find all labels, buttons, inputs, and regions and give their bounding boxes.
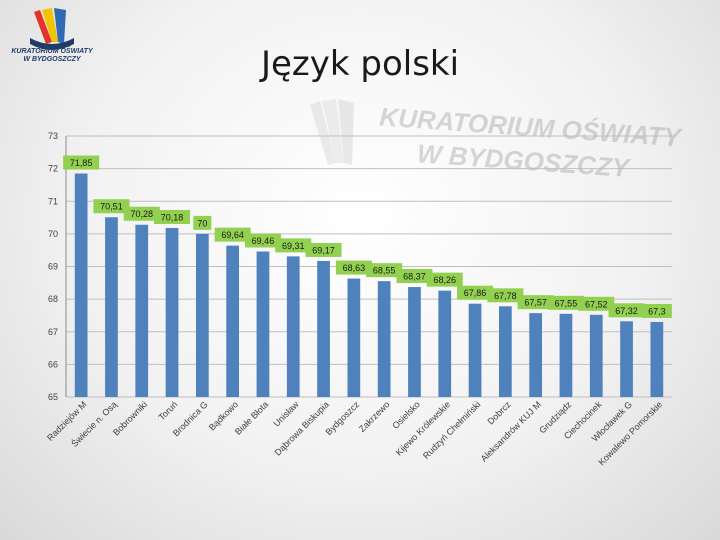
bar: [286, 256, 300, 397]
data-label-box: [578, 296, 615, 311]
bar: [408, 287, 421, 397]
data-label: 67,57: [524, 298, 547, 308]
bar: [195, 233, 209, 397]
data-label-box: [93, 199, 130, 214]
bar: [105, 217, 118, 397]
x-tick-label: Rudzyń Chełmiński: [421, 399, 483, 461]
y-tick-label: 65: [48, 392, 58, 402]
bar: [256, 251, 270, 397]
bar: [468, 303, 482, 397]
data-label-box: [63, 155, 100, 170]
y-tick-label: 73: [48, 131, 58, 141]
kuratorium-logo: [30, 8, 74, 50]
logo-text: KURATORIUM OŚWIATY W BYDGOSZCZY: [4, 48, 100, 64]
y-tick-label: 67: [48, 327, 58, 337]
y-axis-ticks: 65 66 67 68 69 70 71 72 73: [48, 131, 58, 402]
data-label-box: [123, 206, 160, 221]
logo-text-line1: KURATORIUM OŚWIATY: [11, 48, 93, 55]
bar: [438, 290, 452, 397]
bar: [74, 173, 88, 397]
data-label-box: [335, 260, 372, 275]
y-tick-label: 69: [48, 262, 58, 272]
data-label-box: [366, 263, 403, 278]
bar: [135, 224, 149, 397]
data-label-box: [547, 295, 584, 310]
data-label: 67,32: [615, 306, 638, 316]
data-label: 70,28: [130, 209, 153, 219]
page-title: Język polski: [260, 44, 460, 84]
bar: [226, 245, 240, 397]
bar: [620, 321, 633, 397]
data-label-box: [193, 215, 212, 230]
data-label-box: [426, 272, 463, 287]
bar: [347, 278, 361, 397]
data-label-box: [487, 288, 524, 303]
data-label: 67,78: [494, 291, 517, 301]
x-tick-label: Kijewo Królewskie: [394, 399, 452, 457]
data-label: 69,64: [221, 230, 244, 240]
y-tick-label: 68: [48, 294, 58, 304]
x-tick-label: Dobrcz: [486, 399, 514, 427]
data-label-box: [305, 242, 342, 257]
data-label-box: [641, 303, 672, 318]
data-label: 70: [197, 218, 207, 228]
data-label: 67,55: [555, 298, 578, 308]
data-label: 69,31: [282, 241, 305, 251]
x-tick-label: Toruń: [156, 399, 179, 422]
x-tick-label: Dąbrowa Biskupia: [273, 399, 331, 457]
data-label-box: [396, 269, 433, 284]
x-tick-label: Unisław: [271, 399, 301, 429]
data-label: 68,26: [433, 275, 456, 285]
data-label: 69,17: [312, 245, 335, 255]
data-labels: 71,85 70,51 70,28 70,18 70 69,64 69,46 69,31 69,…: [63, 155, 672, 318]
data-label: 69,46: [252, 236, 275, 246]
data-label: 68,55: [373, 266, 396, 276]
bar: [165, 228, 179, 397]
bar: [529, 313, 543, 397]
data-label-box: [608, 303, 645, 318]
y-tick-label: 72: [48, 164, 58, 174]
data-label: 67,3: [648, 306, 666, 316]
x-tick-label: Aleksandrów KUJ M: [479, 399, 543, 463]
y-tick-label: 66: [48, 359, 58, 369]
data-label-box: [517, 295, 554, 310]
watermark-logo: [310, 99, 354, 165]
data-label-box: [275, 238, 312, 253]
bar: [559, 313, 573, 397]
y-tick-label: 71: [48, 196, 58, 206]
logo-text-line2: W BYDGOSZCZY: [23, 56, 81, 63]
bar: [498, 306, 512, 397]
x-tick-label: Zakrzewo: [357, 399, 392, 434]
data-label: 70,18: [161, 213, 184, 223]
data-label-box: [214, 227, 251, 242]
data-label-box: [244, 233, 281, 248]
data-label: 71,85: [70, 158, 93, 168]
bars: [74, 173, 664, 397]
data-label: 67,86: [464, 288, 487, 298]
bar: [589, 314, 603, 397]
data-label: 68,63: [343, 263, 366, 273]
data-label-box: [154, 210, 191, 225]
bar: [377, 281, 391, 397]
data-label: 70,51: [100, 202, 123, 212]
data-label: 67,52: [585, 299, 608, 309]
bar: [650, 321, 664, 397]
data-label: 68,37: [403, 272, 426, 282]
bar: [317, 260, 330, 397]
y-tick-label: 70: [48, 229, 58, 239]
data-label-box: [457, 285, 494, 300]
